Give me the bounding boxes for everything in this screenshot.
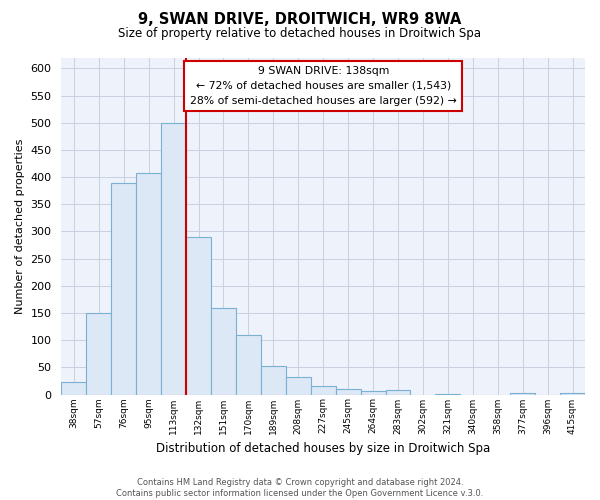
Bar <box>261 366 286 394</box>
Bar <box>86 313 111 394</box>
X-axis label: Distribution of detached houses by size in Droitwich Spa: Distribution of detached houses by size … <box>156 442 490 455</box>
Bar <box>61 382 86 394</box>
Bar <box>211 308 236 394</box>
Bar <box>335 389 361 394</box>
Text: 9 SWAN DRIVE: 138sqm
← 72% of detached houses are smaller (1,543)
28% of semi-de: 9 SWAN DRIVE: 138sqm ← 72% of detached h… <box>190 66 457 106</box>
Bar <box>161 122 186 394</box>
Bar <box>361 392 386 394</box>
Bar <box>111 182 136 394</box>
Text: Size of property relative to detached houses in Droitwich Spa: Size of property relative to detached ho… <box>119 28 482 40</box>
Bar <box>510 393 535 394</box>
Text: 9, SWAN DRIVE, DROITWICH, WR9 8WA: 9, SWAN DRIVE, DROITWICH, WR9 8WA <box>139 12 461 28</box>
Bar <box>136 172 161 394</box>
Y-axis label: Number of detached properties: Number of detached properties <box>15 138 25 314</box>
Bar <box>311 386 335 394</box>
Bar <box>236 334 261 394</box>
Bar <box>386 390 410 394</box>
Text: Contains HM Land Registry data © Crown copyright and database right 2024.
Contai: Contains HM Land Registry data © Crown c… <box>116 478 484 498</box>
Bar <box>286 376 311 394</box>
Bar <box>186 237 211 394</box>
